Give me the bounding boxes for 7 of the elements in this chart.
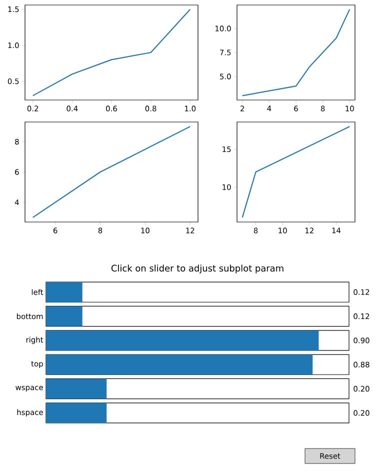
bar (46, 378, 107, 399)
bar (46, 402, 107, 423)
bar (46, 306, 82, 326)
chart-title: Click on slider to adjust subplot param (111, 264, 284, 274)
line-series (32, 8, 191, 96)
line-series (242, 8, 350, 96)
bar (46, 282, 82, 302)
